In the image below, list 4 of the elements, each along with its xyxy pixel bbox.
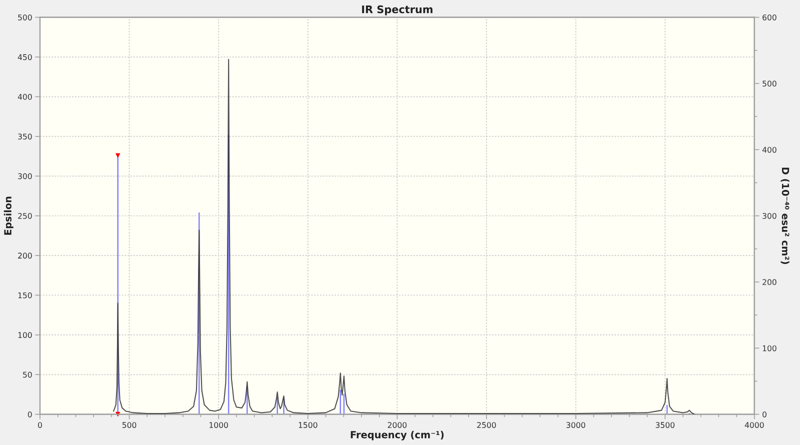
chart-title: IR Spectrum (362, 5, 432, 16)
x-axis-title: Frequency (cm⁻¹) (350, 430, 444, 440)
y2-axis-title: D (10⁻⁴⁰ esu² cm²) (780, 168, 790, 264)
y-axis-title: Epsilon (4, 196, 14, 235)
